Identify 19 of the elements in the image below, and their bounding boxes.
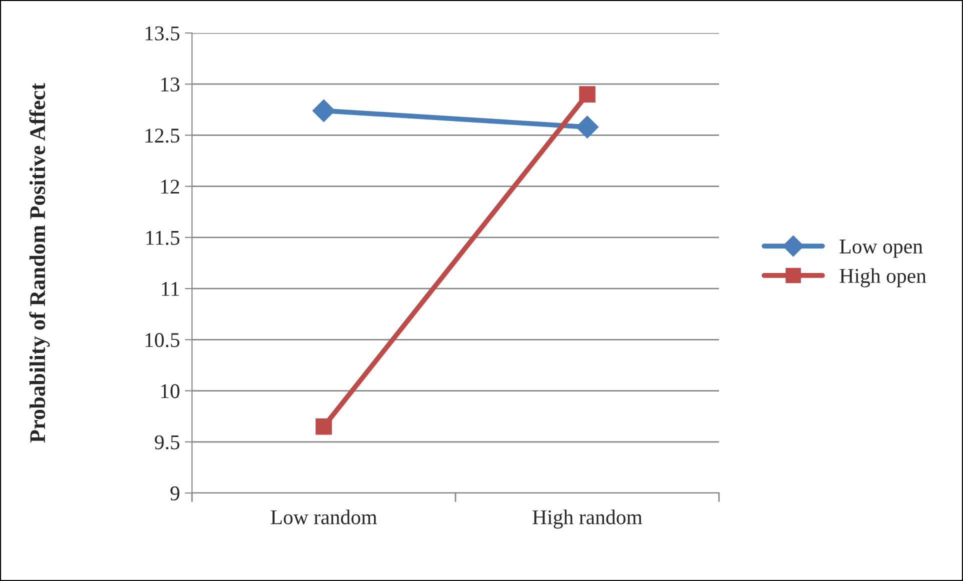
point — [312, 99, 336, 122]
legend-label: Low open — [840, 240, 923, 258]
y-tick-label: 12 — [161, 180, 180, 194]
y-tick-label: 12.5 — [146, 128, 180, 143]
x-tick-label: Low random — [270, 510, 377, 524]
y-tick-label: 10.5 — [146, 333, 180, 348]
y-tick-label: 13.5 — [146, 26, 180, 41]
y-axis-title: Probability of Random Positive Affect — [29, 83, 50, 443]
point — [576, 116, 599, 138]
y-tick-label: 11 — [162, 282, 179, 296]
point — [579, 86, 596, 102]
x-tick-label: High random — [532, 510, 642, 529]
y-tick-label: 10 — [161, 384, 180, 398]
y-tick-label: 9.5 — [154, 435, 180, 450]
legend-label: High open — [840, 268, 926, 288]
y-tick-label: 11.5 — [146, 230, 180, 245]
point — [316, 418, 332, 435]
y-tick-label: 13 — [161, 78, 180, 92]
y-tick-label: 9 — [170, 486, 180, 500]
